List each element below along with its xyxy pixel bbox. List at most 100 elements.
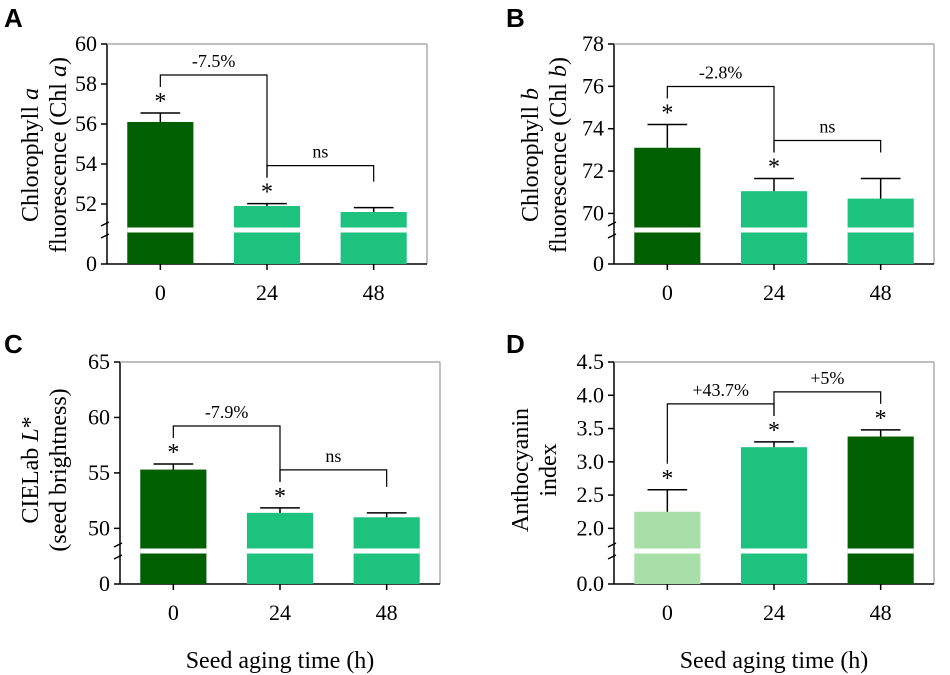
comparison-bracket: [773, 139, 882, 153]
x-tick-label: 24: [256, 280, 278, 305]
y-tick-label: 78: [582, 31, 604, 56]
comparison-bracket: [172, 425, 281, 482]
y-tick-label: 4.5: [577, 349, 605, 374]
panel-a-ylabel: Chlorophyll a fluorescence (Chl a): [18, 57, 72, 253]
y-tick-label: 50: [88, 515, 110, 540]
x-tick-label: 48: [870, 280, 892, 305]
significance-star: *: [154, 89, 166, 115]
bar-break-band: [140, 548, 207, 554]
panel-d-xlabel: Seed aging time (h): [680, 648, 869, 674]
x-tick-label: 0: [155, 280, 166, 305]
y-tick-label: 3.0: [577, 449, 605, 474]
significance-star: *: [768, 418, 780, 444]
comparison-bracket: [773, 391, 882, 416]
significance-star: *: [661, 466, 673, 492]
comparison-bracket: [279, 469, 388, 487]
x-tick-label: 0: [662, 600, 673, 625]
y-tick-label: 72: [582, 158, 604, 183]
y-tick-label: 0.0: [577, 571, 605, 596]
significance-star: *: [167, 440, 179, 466]
panel-c-xlabel: Seed aging time (h): [186, 648, 375, 674]
y-tick-label: 60: [75, 31, 97, 56]
panel-letter-a: A: [4, 3, 23, 33]
comparison-bracket: [159, 74, 268, 178]
y-tick-label: 60: [88, 404, 110, 429]
comparison-label: -7.5%: [192, 51, 236, 71]
panel-c-plot: 0 50 55 60 65 * 0 * 24 48 -7.9% ns: [88, 349, 441, 625]
significance-star: *: [875, 406, 887, 432]
significance-star: *: [274, 484, 286, 510]
significance-star: *: [661, 100, 673, 126]
panel-b-ylabel: Chlorophyll b fluorescence (Chl b): [518, 57, 572, 253]
panel-letter-c: C: [4, 329, 23, 359]
y-tick-label: 2.5: [577, 482, 605, 507]
panel-a: A Chlorophyll a fluorescence (Chl a) 0 52…: [4, 3, 428, 305]
axis-break-mark: [113, 542, 123, 548]
y-tick-label: 65: [88, 349, 110, 374]
bar: [127, 122, 194, 264]
axis-break-mark: [607, 554, 617, 560]
bar-break-band: [740, 227, 808, 233]
axis-break-mark: [607, 233, 617, 239]
x-tick-label: 48: [376, 600, 398, 625]
axis-break-mark: [607, 221, 617, 227]
bar-break-band: [233, 227, 301, 233]
ylabel-line-1: Anthocyanin: [508, 408, 534, 532]
ylabel-line-2: (seed brightness): [46, 388, 72, 551]
panel-d: D Anthocyanin index 0.0 2.0 2.5 3.0 3.5 4.0 4.…: [506, 329, 935, 674]
y-tick-label: 2.0: [577, 515, 605, 540]
comparison-label: ns: [325, 446, 341, 466]
ylabel-line-1: Chlorophyll a: [18, 88, 44, 222]
comparison-label: -2.8%: [699, 62, 743, 82]
x-tick-label: 24: [269, 600, 291, 625]
panel-c: C CIELab L* (seed brightness) 0 50 55 60 65 *…: [4, 329, 441, 674]
y-tick-label: 3.5: [577, 416, 605, 441]
bar: [634, 511, 701, 584]
bar: [634, 147, 701, 264]
bar-break-band: [847, 227, 914, 233]
bar-break-band: [634, 227, 701, 233]
comparison-label: -7.9%: [205, 402, 249, 422]
ylabel-line-1: CIELab L*: [18, 416, 44, 523]
x-tick-label: 24: [763, 600, 785, 625]
bar: [140, 469, 207, 584]
axis-break-mark: [100, 221, 110, 227]
comparison-label: +43.7%: [692, 380, 749, 400]
comparison-bracket: [266, 165, 375, 182]
bar: [740, 447, 808, 584]
panel-letter-b: B: [506, 3, 525, 33]
significance-star: *: [261, 180, 273, 206]
comparison-label: ns: [312, 142, 328, 162]
y-tick-label: 4.0: [577, 382, 605, 407]
panel-d-ylabel: Anthocyanin index: [508, 408, 562, 532]
ylabel-line-2: fluorescence (Chl a): [46, 57, 72, 253]
axis-break-mark: [100, 233, 110, 239]
x-tick-label: 48: [870, 600, 892, 625]
comparison-label: +5%: [810, 368, 844, 388]
bar: [246, 512, 314, 584]
bar-break-band: [353, 548, 420, 554]
bar-break-band: [340, 227, 407, 233]
x-tick-label: 0: [662, 280, 673, 305]
x-tick-label: 0: [168, 600, 179, 625]
panel-b-plot: 0 70 72 74 76 78 * 0 * 24 48 -2.8% ns: [582, 31, 935, 305]
y-tick-label: 54: [75, 151, 97, 176]
y-tick-label: 52: [75, 191, 97, 216]
y-tick-label: 56: [75, 111, 97, 136]
x-tick-label: 48: [363, 280, 385, 305]
y-tick-label: 0: [99, 571, 110, 596]
y-tick-label: 76: [582, 73, 604, 98]
bar: [233, 206, 301, 264]
comparison-label: ns: [819, 116, 835, 136]
ylabel-line-2: index: [536, 443, 562, 496]
y-tick-label: 0: [86, 251, 97, 276]
y-tick-label: 70: [582, 200, 604, 225]
bar-break-band: [634, 548, 701, 554]
y-tick-label: 0: [593, 251, 604, 276]
x-tick-label: 24: [763, 280, 785, 305]
bar-break-band: [127, 227, 194, 233]
y-tick-label: 55: [88, 460, 110, 485]
axis-break-mark: [113, 554, 123, 560]
comparison-bracket: [666, 85, 775, 153]
panel-a-plot: 0 52 54 56 58 60 * 0 * 24 48 -7.5% ns: [75, 31, 428, 305]
